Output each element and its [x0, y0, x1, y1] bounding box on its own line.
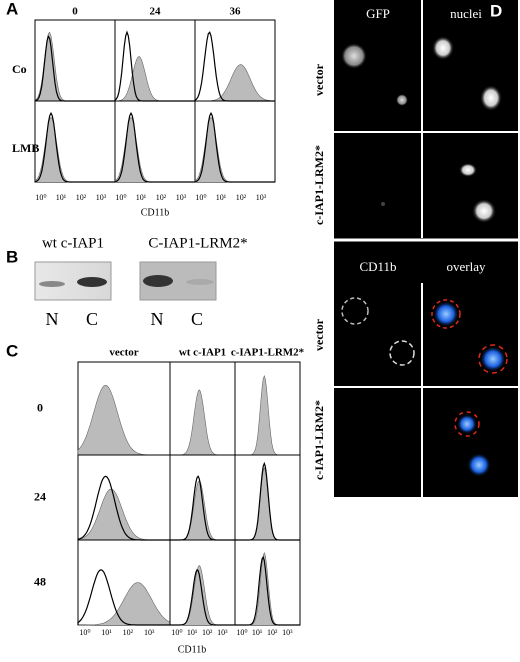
tick-label: 10³	[256, 193, 267, 202]
row-label: c-IAP1-LRM2*	[312, 400, 326, 480]
lane-label: N	[151, 309, 164, 329]
lane-label: C	[191, 309, 203, 329]
tick-label: 10³	[282, 628, 293, 637]
lane-label: C	[86, 309, 98, 329]
histogram-outline	[114, 30, 195, 102]
histogram-filled	[195, 64, 276, 102]
column-header: nuclei	[450, 6, 482, 21]
tick-label: 10¹	[216, 193, 227, 202]
tick-label: 10¹	[252, 628, 263, 637]
histogram-outline	[170, 568, 235, 626]
tick-label: 10²	[202, 628, 213, 637]
column-header: overlay	[447, 259, 486, 274]
histogram-filled	[170, 480, 235, 541]
panel-letter: C	[6, 341, 18, 360]
panel-letter: B	[6, 247, 18, 266]
column-header: 24	[150, 6, 162, 18]
panel-letter: A	[6, 0, 18, 18]
row-label: 48	[34, 574, 46, 588]
micrograph-cells	[341, 36, 508, 477]
histogram-filled	[77, 384, 170, 456]
column-header: wt c-IAP1	[179, 347, 226, 359]
histogram-outline	[34, 111, 115, 183]
tick-label: 10⁰	[35, 193, 46, 202]
histogram-filled	[78, 582, 171, 626]
column-header: 36	[230, 6, 242, 18]
histogram-filled	[170, 389, 235, 456]
tick-label: 10⁰	[236, 628, 247, 637]
tick-label: 10⁰	[171, 628, 182, 637]
row-label: Co	[12, 62, 27, 76]
row-label: LMB	[12, 141, 39, 155]
histogram-outline	[114, 111, 195, 183]
column-header: CD11b	[359, 259, 396, 274]
row-label: c-IAP1-LRM2*	[312, 145, 326, 225]
group-title: C-IAP1-LRM2*	[148, 235, 247, 251]
tick-label: 10⁰	[115, 193, 126, 202]
row-label: vector	[312, 63, 326, 96]
column-header: GFP	[366, 6, 390, 21]
histogram-filled	[34, 116, 115, 183]
row-label: vector	[312, 318, 326, 351]
column-header: c-IAP1-LRM2*	[231, 347, 305, 359]
tick-label: 10³	[96, 193, 107, 202]
tick-label: 10¹	[56, 193, 67, 202]
tick-label: 10⁰	[79, 628, 90, 637]
histogram-filled	[114, 116, 195, 183]
tick-label: 10¹	[101, 628, 112, 637]
tick-label: 10²	[267, 628, 278, 637]
tick-label: 10³	[217, 628, 228, 637]
histogram-outline	[77, 569, 170, 626]
histogram-filled	[114, 56, 195, 102]
axis-label: CD11b	[178, 644, 207, 655]
tick-label: 10⁰	[195, 193, 206, 202]
histogram-outline	[194, 111, 275, 183]
histogram-filled	[235, 374, 300, 456]
histogram-filled	[235, 466, 300, 541]
tick-label: 10³	[144, 628, 155, 637]
lane-label: N	[46, 309, 59, 329]
column-header: vector	[109, 347, 138, 359]
tick-label: 10²	[123, 628, 134, 637]
axis-label: CD11b	[141, 207, 170, 218]
tick-label: 10²	[76, 193, 87, 202]
tick-label: 10¹	[136, 193, 147, 202]
histogram-outline	[235, 555, 300, 626]
column-header: 0	[72, 6, 78, 18]
group-title: wt c-IAP1	[42, 235, 104, 251]
tick-label: 10²	[236, 193, 247, 202]
row-label: 24	[34, 489, 46, 503]
row-label: 0	[37, 400, 43, 414]
histogram-filled	[194, 116, 275, 183]
tick-label: 10¹	[187, 628, 198, 637]
tick-label: 10²	[156, 193, 167, 202]
panel-letter: D	[490, 1, 502, 20]
tick-label: 10³	[176, 193, 187, 202]
